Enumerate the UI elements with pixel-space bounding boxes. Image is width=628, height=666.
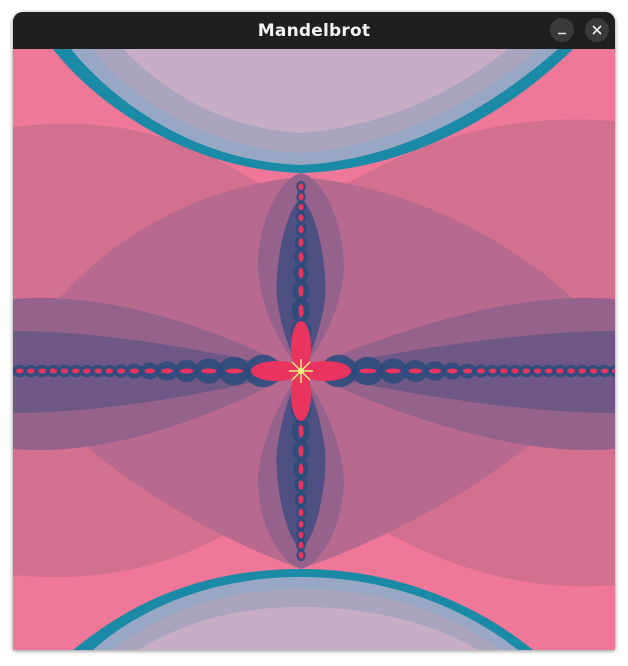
bead-filament: [385, 368, 401, 374]
vbead-filament: [298, 267, 304, 279]
bead-filament: [556, 368, 564, 374]
vbead-filament: [298, 285, 304, 297]
bead-filament: [476, 368, 485, 374]
minimize-button[interactable]: [550, 18, 574, 42]
vbead-filament: [298, 214, 304, 222]
vbead-filament: [298, 520, 304, 528]
vbead-filament: [298, 551, 304, 559]
bead-filament: [15, 368, 24, 374]
bead-filament: [447, 368, 458, 374]
vbead-filament: [298, 480, 304, 490]
bead-filament: [408, 368, 423, 374]
vbead-filament: [298, 508, 304, 517]
bead-filament: [129, 368, 140, 374]
bead-filament: [201, 368, 217, 374]
vbead-filament: [298, 193, 304, 201]
bead-filament: [94, 368, 102, 374]
bead-filament: [179, 368, 194, 374]
bead-filament: [544, 368, 553, 374]
fractal-top-lavender: [123, 49, 508, 133]
window-title: Mandelbrot: [257, 20, 371, 41]
bead: [608, 364, 615, 378]
bead-filament: [578, 368, 587, 374]
bead-filament: [488, 368, 497, 374]
vbead-filament: [298, 252, 304, 262]
vbead-filament: [298, 424, 304, 438]
bead-filament: [83, 368, 91, 374]
vbead-filament: [298, 541, 304, 549]
bead-filament: [500, 368, 508, 374]
bead-filament: [600, 368, 609, 374]
bead-filament: [38, 368, 46, 374]
bead-filament: [105, 368, 114, 374]
bead-filament: [567, 368, 575, 374]
vbead-filament: [298, 183, 304, 191]
bead-filament: [49, 368, 58, 374]
bead-filament: [225, 368, 243, 374]
vbead-filament: [298, 304, 304, 318]
bead-filament: [60, 368, 69, 374]
bead-filament: [533, 368, 542, 374]
bead-filament: [612, 368, 615, 374]
bead-filament: [71, 368, 80, 374]
vbead-filament: [298, 238, 304, 247]
bead: [13, 366, 16, 376]
bead-filament: [27, 368, 35, 374]
close-icon: [592, 25, 602, 35]
fractal-canvas[interactable]: [13, 49, 615, 650]
fractal-center-petals: [251, 321, 351, 421]
minimize-icon: [558, 32, 566, 35]
bead-filament: [522, 368, 531, 374]
bead-filament: [462, 368, 473, 374]
fractal-image: [13, 49, 615, 650]
vbead-filament: [298, 531, 304, 539]
vbead-filament: [298, 495, 304, 504]
bead-filament: [429, 368, 442, 374]
app-window: Mandelbrot: [13, 12, 615, 650]
bead-filament: [160, 368, 173, 374]
fractal-bottom-lavender: [138, 607, 478, 650]
bead-filament: [359, 368, 377, 374]
fractal-center-dot: [298, 368, 304, 374]
vbead-filament: [298, 203, 304, 211]
bead-filament: [144, 368, 155, 374]
vbead-filament: [298, 225, 304, 234]
vbead-filament: [298, 463, 304, 475]
bead-filament: [511, 368, 519, 374]
bead-filament: [117, 368, 126, 374]
title-bar[interactable]: Mandelbrot: [13, 12, 615, 49]
vbead-filament: [298, 445, 304, 457]
bead-filament: [589, 368, 598, 374]
close-button[interactable]: [585, 18, 609, 42]
